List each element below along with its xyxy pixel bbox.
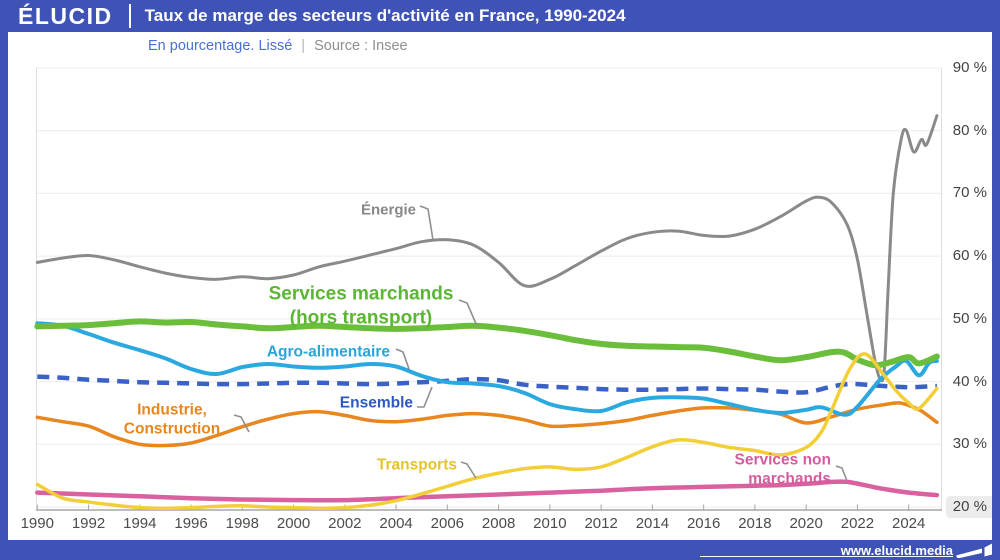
series-line-transports — [35, 352, 939, 511]
x-tick-label-1998: 1998 — [225, 515, 259, 532]
leader-line-agro-alimentaire — [395, 348, 410, 370]
x-tick-label-1994: 1994 — [123, 515, 157, 532]
x-tick-label-2022: 2022 — [840, 515, 875, 532]
y-tick-label-70: 70 % — [952, 184, 987, 202]
series-label-ensemble: Ensemble — [339, 394, 413, 412]
series-label-services-marchands: Services marchands (hors transport) — [268, 283, 454, 328]
x-tick-label-2000: 2000 — [276, 515, 311, 532]
x-tick-label-2016: 2016 — [686, 515, 721, 532]
series-label-industrie-construction: Industrie, Construction — [123, 401, 221, 438]
x-tick-label-2006: 2006 — [430, 515, 465, 532]
y-tick-label-40: 40 % — [952, 372, 987, 390]
footer-underline — [700, 555, 953, 557]
x-tick-label-2024: 2024 — [891, 515, 926, 532]
leader-line-energie — [419, 205, 434, 241]
x-tick-label-2014: 2014 — [635, 515, 670, 532]
y-tick-label-50: 50 % — [952, 309, 987, 327]
x-tick-label-2010: 2010 — [533, 515, 567, 532]
elucid-logo: ÉLUCID — [18, 2, 113, 29]
y-tick-label-80: 80 % — [952, 121, 987, 139]
x-tick-label-2018: 2018 — [738, 515, 772, 532]
header-divider — [128, 4, 131, 28]
page-title: Taux de marge des secteurs d'activité en… — [144, 6, 626, 25]
leader-line-services-marchands — [458, 299, 478, 327]
x-tick-label-2002: 2002 — [328, 515, 362, 532]
y-tick-label-90: 90 % — [952, 59, 987, 76]
left-border — [0, 32, 8, 540]
footer-bar: www.elucid.media — [0, 540, 1000, 560]
header-bar: ÉLUCID Taux de marge des secteurs d'acti… — [0, 0, 1000, 32]
leader-line-ensemble — [417, 386, 433, 408]
subtitle-separator: | — [301, 38, 306, 54]
series-line-agro-alimentaire — [35, 321, 939, 417]
series-line-ensemble — [37, 374, 937, 395]
right-border — [992, 32, 1000, 540]
gridlines — [36, 67, 942, 508]
y-tick-label-20: 20 % — [945, 496, 994, 518]
x-tick-label-2008: 2008 — [481, 515, 516, 532]
x-tick-label-2020: 2020 — [789, 515, 823, 532]
series-label-agro-alimentaire: Agro-alimentaire — [266, 343, 390, 361]
website-url: www.elucid.media — [840, 543, 953, 558]
x-tick-label-1996: 1996 — [174, 515, 208, 532]
y-tick-label-30: 30 % — [952, 435, 987, 453]
x-tick-label-1990: 1990 — [20, 515, 54, 532]
series-label-energie: Énergie — [360, 201, 416, 219]
series-line-services-non-marchands — [35, 479, 940, 503]
x-tick-label-1992: 1992 — [71, 515, 106, 532]
elucid-flag-icon — [956, 543, 992, 558]
x-tick-label-2012: 2012 — [584, 515, 618, 532]
unit-label: En pourcentage. Lissé — [148, 38, 293, 54]
series-label-transports: Transports — [376, 456, 457, 474]
series-label-services-non-marchands: Services non marchands — [734, 451, 832, 488]
x-tick-label-2004: 2004 — [379, 515, 413, 532]
series-line-energie — [35, 114, 939, 383]
series-line-services-marchands — [34, 318, 940, 369]
leader-line-industrie-construction — [233, 414, 250, 433]
leader-line-transports — [460, 461, 477, 479]
y-tick-label-60: 60 % — [952, 247, 987, 265]
leader-line-services-non-marchands — [835, 465, 848, 482]
source-label: Source : Insee — [314, 38, 408, 54]
chart-subtitle: En pourcentage. Lissé | Source : Insee — [0, 32, 1000, 60]
